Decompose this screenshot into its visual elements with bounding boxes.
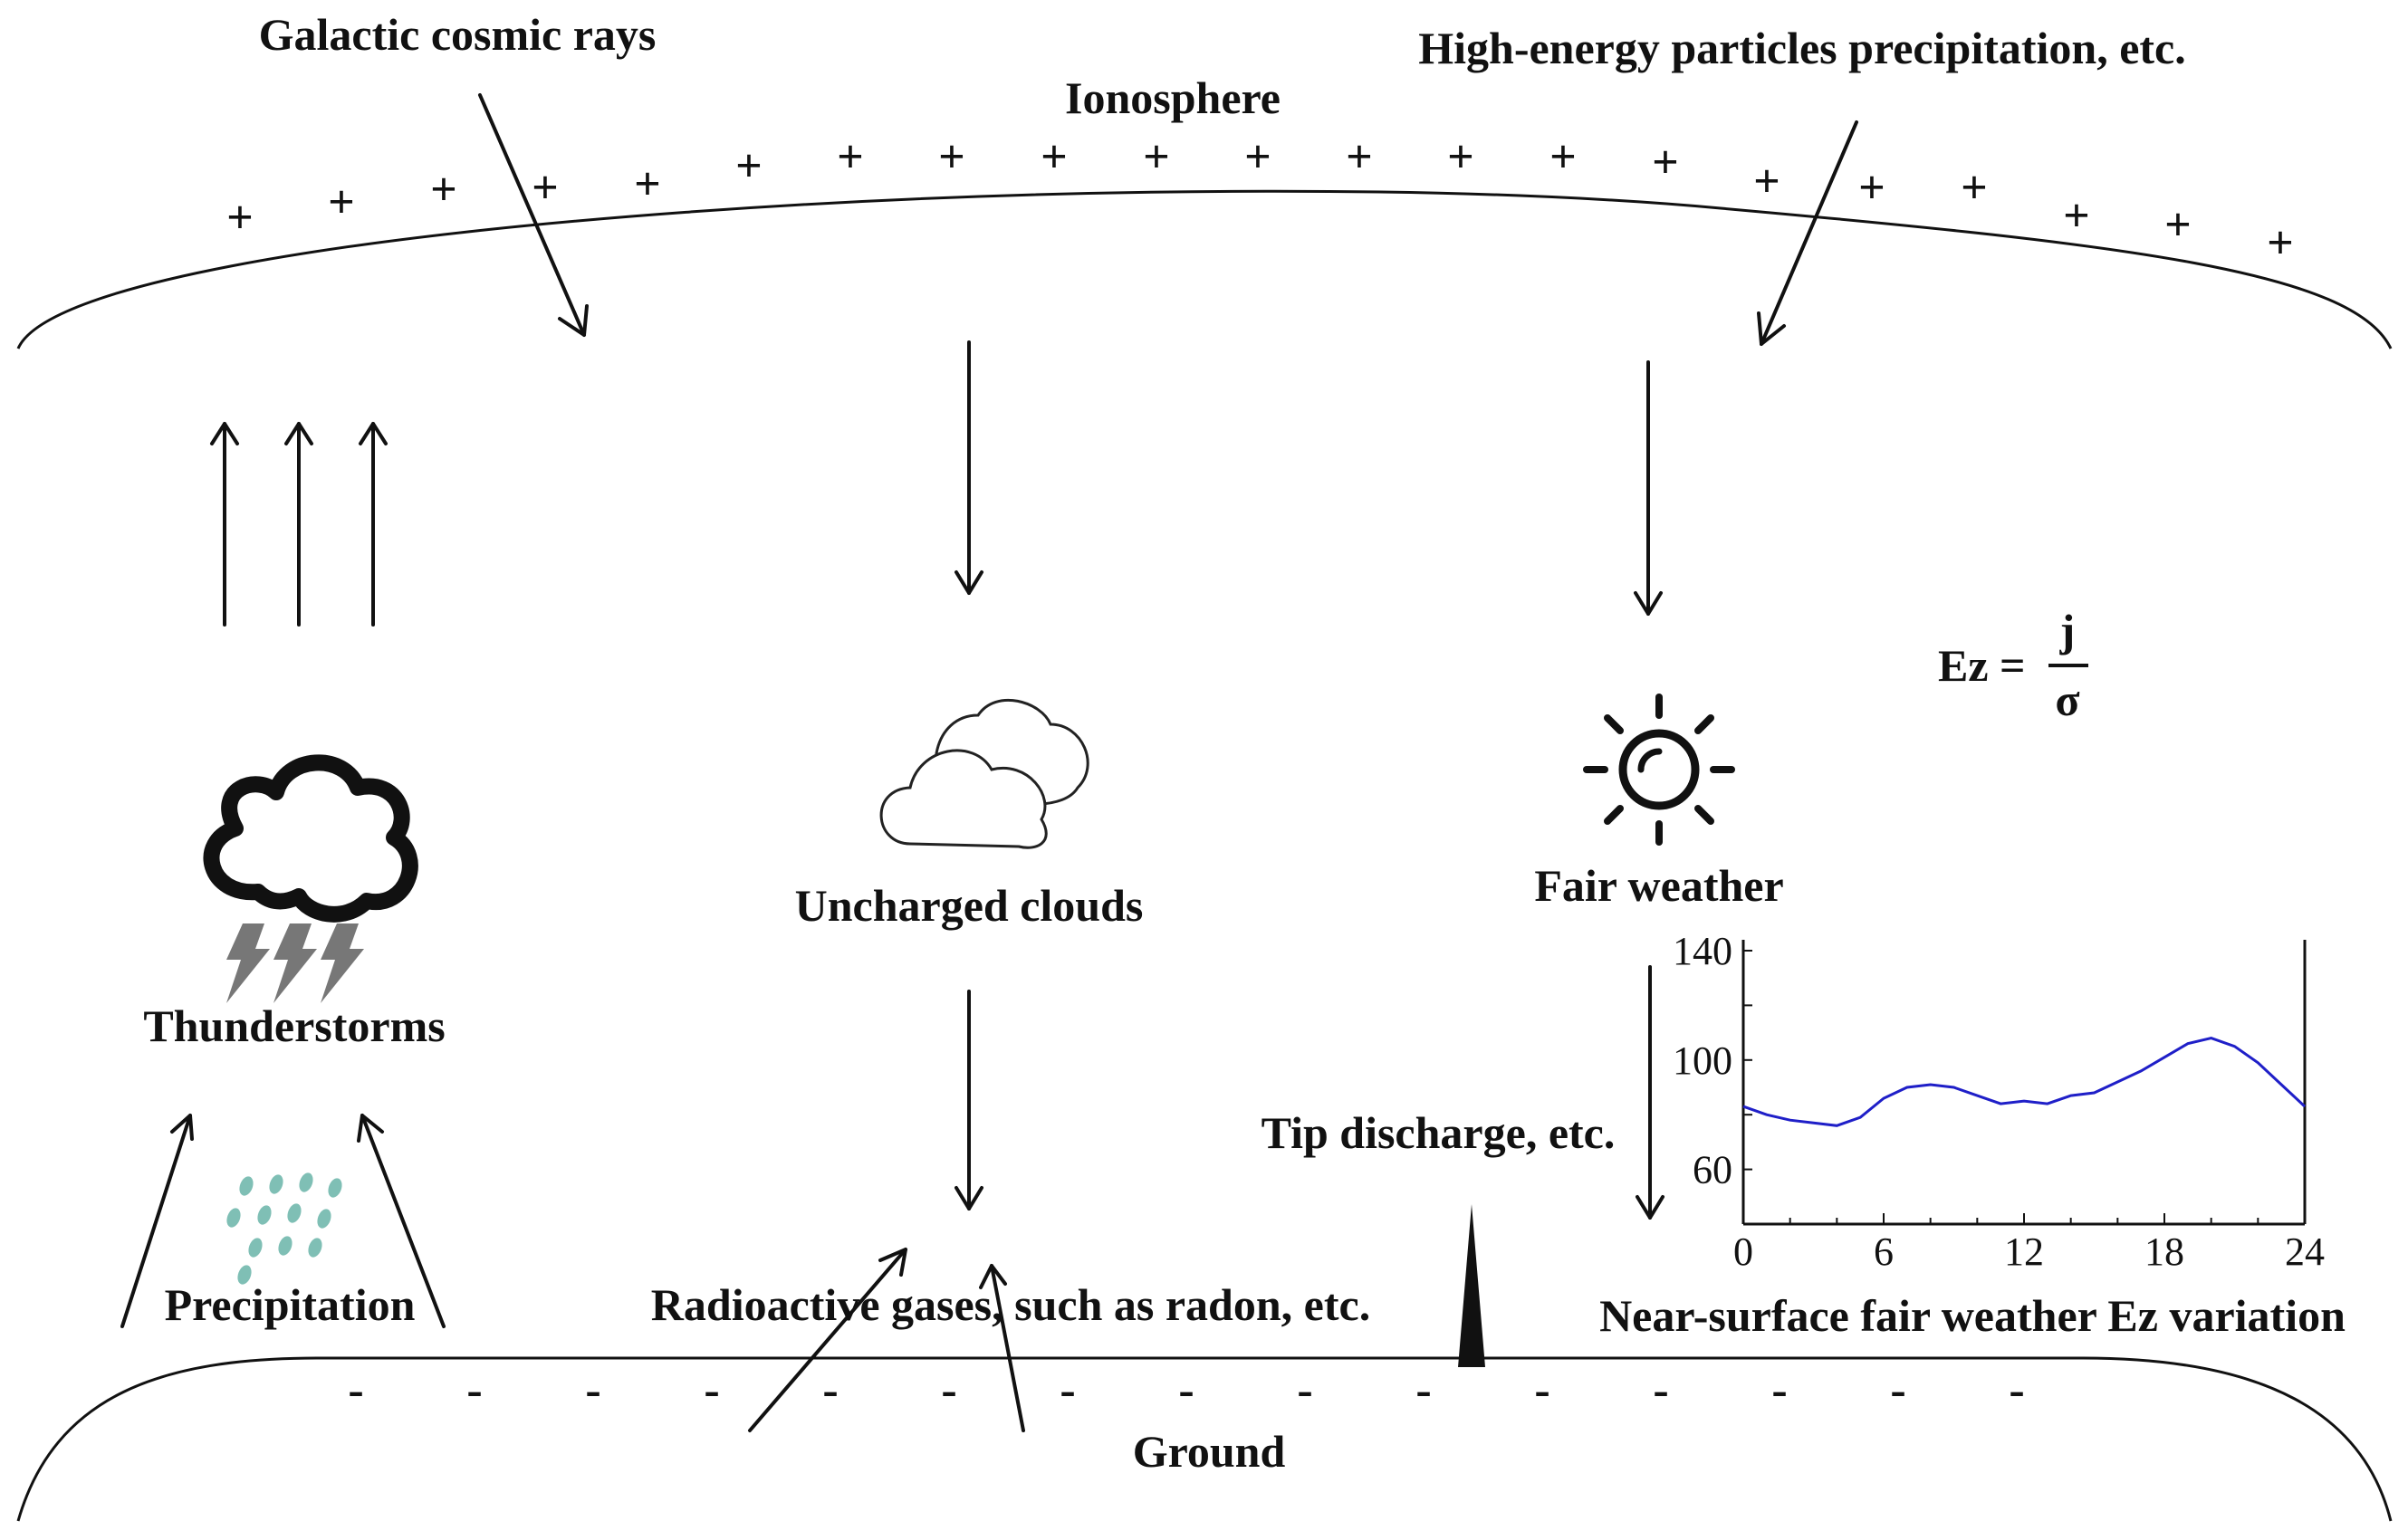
minus-sign: - [466,1364,482,1416]
equation-denominator: σ [2055,675,2079,725]
ionosphere-arc [16,189,2393,349]
cloud-icon [879,698,1089,849]
y-tick-label: 140 [1673,929,1732,973]
plus-sign: + [1549,131,1577,183]
minus-sign: - [1890,1364,1905,1416]
equation-lhs: Ez = [1938,640,2026,691]
plus-sign: + [532,162,559,214]
galactic-cosmic-rays-label: Galactic cosmic rays [259,9,657,60]
x-tick-label: 6 [1874,1230,1894,1274]
equation-numerator: j [2059,605,2076,655]
clouds-down-arrow [955,340,983,595]
high-energy-arrow [1757,120,1858,346]
plus-sign: + [2164,199,2192,251]
precipitation-up-arrow-left [120,1114,194,1328]
minus-sign: - [1771,1364,1787,1416]
x-tick-label: 24 [2285,1230,2325,1274]
minus-sign: - [348,1364,363,1416]
clouds-to-ground-arrow [955,990,983,1210]
plus-sign: + [837,131,864,183]
thunderstorm-cloud-icon [203,754,418,1003]
ground-arc [16,1356,2393,1522]
plus-sign: + [328,177,355,228]
minus-sign: - [941,1364,956,1416]
x-tick-label: 18 [2144,1230,2184,1274]
precipitation-label: Precipitation [165,1279,416,1330]
ez-equation: Ez = j σ [1938,605,2088,725]
high-energy-particles-label: High-energy particles precipitation, etc… [1418,23,2186,73]
chart-caption: Near-surface fair weather Ez variation [1599,1290,2346,1341]
plus-sign: + [2063,190,2090,242]
ground-label: Ground [1133,1426,1286,1477]
thunderstorms-label: Thunderstorms [143,1000,445,1051]
minus-sign: - [1534,1364,1549,1416]
plus-sign: + [634,158,661,210]
plus-sign: + [938,131,965,183]
precipitation-up-arrow-right [357,1114,446,1328]
radioactive-gases-label: Radioactive gases, such as radon, etc. [651,1279,1370,1330]
plus-sign: + [735,140,763,192]
negative-charges: - - - - - - - - - - - - - - - [348,1364,2024,1416]
minus-sign: - [1653,1364,1668,1416]
plus-sign: + [1961,162,1988,214]
minus-sign: - [822,1364,838,1416]
ez-series-line [1742,1037,2307,1127]
fair-weather-down-arrow [1634,360,1663,616]
plus-sign: + [1858,162,1885,214]
plus-sign: + [1447,131,1474,183]
minus-sign: - [1415,1364,1431,1416]
plus-sign: + [1041,131,1068,183]
fair-weather-label: Fair weather [1534,860,1783,911]
ez-variation-chart: 0 6 12 18 24 60 100 140 [1673,929,2325,1274]
plus-sign: + [1652,137,1679,188]
chart-ticks: 0 6 12 18 24 60 100 140 [1673,929,2325,1274]
thunderstorm-up-arrow [210,422,239,627]
minus-sign: - [585,1364,600,1416]
minus-sign: - [704,1364,719,1416]
x-tick-label: 12 [2004,1230,2044,1274]
plus-sign: + [430,164,457,215]
plus-sign: + [226,192,254,244]
radioactive-up-arrow-right [979,1264,1025,1432]
ionosphere-label: Ionosphere [1065,72,1281,123]
plus-sign: + [1753,156,1780,207]
minus-sign: - [1297,1364,1312,1416]
tip-discharge-label: Tip discharge, etc. [1262,1107,1616,1158]
plus-sign: + [1244,131,1271,183]
thunderstorm-up-arrow [284,422,313,627]
minus-sign: - [1060,1364,1075,1416]
minus-sign: - [2009,1364,2024,1416]
uncharged-clouds-label: Uncharged clouds [795,880,1144,931]
lightning-bolts-icon [226,923,364,1003]
y-tick-label: 100 [1673,1038,1732,1083]
sun-icon [1583,694,1735,846]
rain-drops-icon [226,1172,342,1285]
plus-sign: + [1143,131,1170,183]
y-tick-label: 60 [1693,1148,1732,1192]
minus-sign: - [1178,1364,1194,1416]
tip-spike-icon [1458,1204,1485,1367]
positive-charges: + + + + + + + + + + + + + + + + + + + + … [226,131,2294,269]
cosmic-rays-arrow [478,93,589,337]
plus-sign: + [2267,217,2294,269]
plus-sign: + [1346,131,1373,183]
radioactive-up-arrow-left [748,1248,907,1432]
fair-weather-to-ground-arrow [1636,965,1664,1220]
x-tick-label: 0 [1733,1230,1753,1274]
thunderstorm-up-arrow [359,422,388,627]
